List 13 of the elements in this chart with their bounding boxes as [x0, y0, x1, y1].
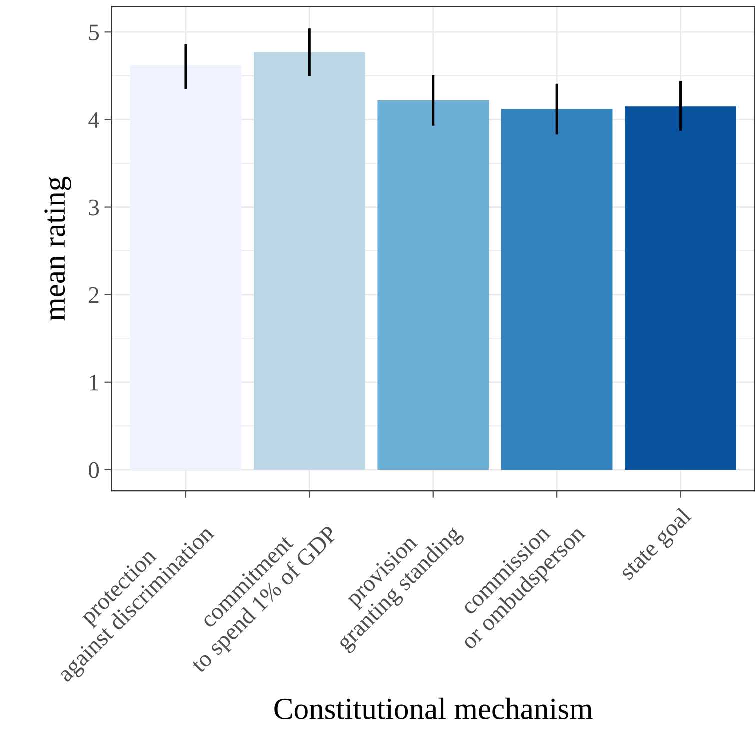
bar: [378, 100, 490, 470]
x-axis-title: Constitutional mechanism: [274, 698, 593, 720]
bar: [130, 65, 242, 470]
y-tick-label: 2: [89, 287, 99, 304]
y-tick-label: 0: [89, 462, 100, 478]
y-tick-label: 3: [89, 200, 100, 216]
bar: [254, 52, 366, 470]
y-tick-label: 4: [88, 112, 100, 128]
bar: [625, 106, 736, 470]
y-tick-label: 5: [90, 24, 100, 41]
y-tick-label: 1: [90, 374, 99, 391]
y-axis-title: mean rating: [44, 176, 72, 321]
bar: [501, 109, 613, 470]
